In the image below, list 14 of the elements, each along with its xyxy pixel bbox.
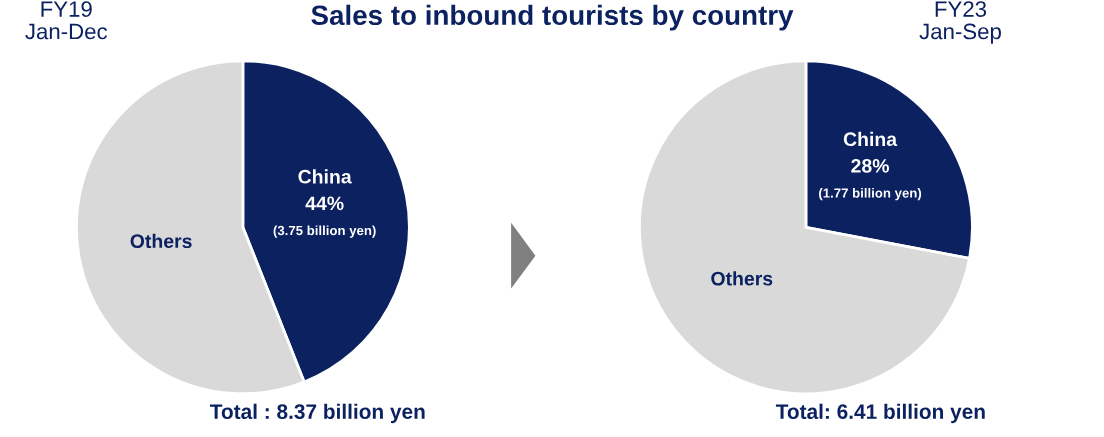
text: Total: 6.41 billion yen: [775, 403, 985, 424]
chart-subtitle: FY23 Jan-Sep: [919, 1, 1001, 44]
text: (1.77 billion yen): [819, 188, 922, 201]
data-label: 44%: [305, 196, 344, 211]
slice-label: China: [298, 169, 352, 184]
text: (3.75 billion yen): [273, 225, 376, 238]
text: Sales to inbound tourists by country: [311, 4, 794, 31]
text: Total : 8.37 billion yen: [209, 403, 425, 424]
chart-subtitle: FY19 Jan-Dec: [25, 1, 108, 40]
slice-label: Others: [130, 233, 192, 249]
pie-slice: [638, 59, 971, 396]
slice-label: Others: [711, 271, 773, 286]
data-label: 28%: [851, 158, 889, 173]
slice-label: China: [843, 131, 898, 147]
